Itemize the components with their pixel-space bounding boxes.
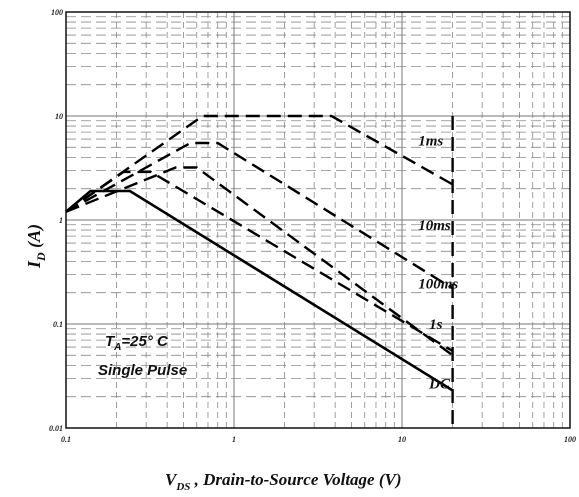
y-tick-label: 0.01 [49, 424, 63, 433]
y-tick-label: 100 [51, 8, 63, 17]
curve-label-10ms: 10ms [418, 218, 451, 234]
y-axis-title: ID (A) [24, 224, 48, 269]
curve-labels: 1ms 10ms 100ms 1s DC [418, 134, 458, 393]
conditions-line1: TA=25° C [105, 333, 169, 353]
x-axis-title: VDS , Drain-to-Source Voltage (V) [165, 470, 402, 493]
tick-labels: 0.1 1 10 100 0.01 0.1 1 10 100 [49, 8, 576, 444]
curve-label-1s: 1s [429, 317, 443, 333]
plot-frame [65, 11, 571, 429]
curve-10ms [65, 141, 454, 290]
grid [66, 12, 570, 428]
curve-1s [65, 166, 454, 357]
y-tick-label: 1 [59, 216, 63, 225]
curve-label-DC: DC [428, 376, 451, 392]
x-tick-label: 100 [564, 435, 576, 444]
curve-DC [65, 189, 454, 392]
x-tick-label: 1 [232, 435, 236, 444]
y-tick-label: 10 [55, 112, 63, 121]
curve-label-1ms: 1ms [418, 134, 443, 150]
x-tick-label: 0.1 [61, 435, 71, 444]
x-tick-label: 10 [398, 435, 406, 444]
curves [65, 114, 454, 428]
conditions-line2: Single Pulse [98, 362, 187, 379]
curve-1ms [65, 114, 454, 213]
y-tick-label: 0.1 [53, 320, 63, 329]
curve-label-100ms: 100ms [418, 276, 458, 292]
